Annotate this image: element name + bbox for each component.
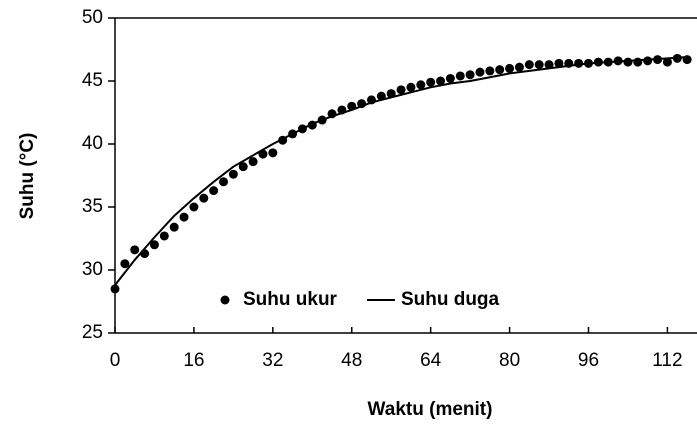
y-tick-label: 40: [82, 133, 103, 154]
data-point: [228, 169, 238, 179]
data-point: [495, 65, 505, 75]
x-tick-label: 96: [578, 350, 599, 371]
data-point: [130, 245, 140, 255]
data-point: [248, 157, 258, 167]
data-point: [268, 148, 278, 158]
data-point: [643, 56, 653, 66]
data-point: [199, 193, 209, 203]
data-point: [238, 162, 248, 172]
data-point: [475, 67, 485, 77]
x-tick-label: 80: [499, 350, 520, 371]
data-point: [514, 62, 524, 72]
legend-label: Suhu ukur: [243, 289, 338, 310]
x-axis-label: Waktu (menit): [368, 399, 493, 420]
data-point: [544, 60, 554, 70]
data-point: [219, 177, 229, 187]
data-point: [406, 82, 416, 92]
data-point: [149, 240, 159, 250]
y-tick-label: 35: [82, 196, 103, 217]
data-point: [633, 57, 643, 67]
data-point: [436, 76, 446, 86]
data-point: [396, 85, 406, 95]
data-point: [209, 186, 219, 196]
data-point: [465, 70, 475, 80]
data-point: [110, 284, 120, 294]
x-tick-label: 64: [420, 350, 442, 371]
data-point: [179, 212, 189, 222]
fit-line: [114, 56, 688, 286]
y-tick-label: 25: [82, 322, 103, 343]
y-tick-label: 45: [82, 70, 103, 91]
x-tick-label: 32: [262, 350, 283, 371]
data-point: [189, 202, 199, 212]
legend-label: Suhu duga: [401, 289, 500, 310]
data-point: [159, 231, 169, 241]
data-point: [662, 57, 672, 67]
x-tick-label: 0: [110, 350, 121, 371]
x-tick-label: 16: [183, 350, 204, 371]
y-axis-label: Suhu (°C): [17, 133, 38, 220]
legend-marker: [220, 295, 230, 305]
data-point: [534, 60, 544, 70]
y-tick-label: 30: [82, 259, 103, 280]
data-point: [416, 80, 426, 90]
data-point: [554, 58, 564, 68]
data-point: [485, 66, 495, 76]
data-point: [623, 57, 633, 67]
data-point: [505, 63, 515, 73]
data-point: [120, 259, 130, 269]
data-point: [455, 71, 465, 81]
x-tick-label: 112: [652, 350, 682, 371]
y-tick-label: 50: [82, 7, 103, 28]
data-point: [524, 60, 534, 70]
data-point: [169, 222, 179, 232]
data-point: [445, 73, 455, 83]
x-tick-label: 48: [341, 350, 362, 371]
data-point: [426, 77, 436, 87]
